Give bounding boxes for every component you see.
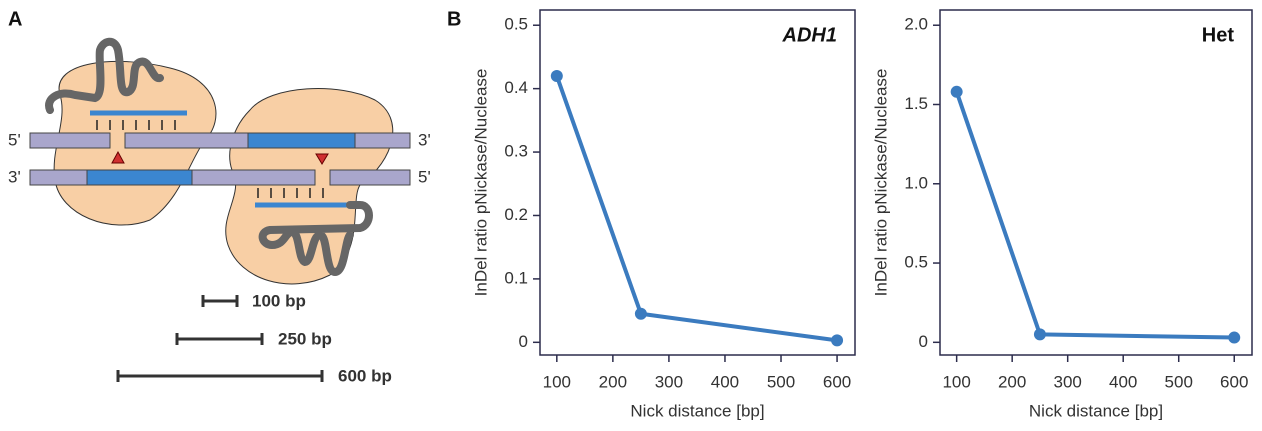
x-tick-label: 400	[1109, 372, 1137, 391]
guide-rna	[45, 37, 164, 114]
scale-bar	[175, 333, 264, 345]
plot-frame	[939, 9, 1253, 356]
chart-title: ADH1	[782, 24, 837, 46]
x-tick-label: 300	[1053, 372, 1081, 391]
data-point	[1033, 328, 1046, 341]
nick-site	[111, 150, 125, 164]
data-line	[954, 91, 1235, 340]
y-tick-label: 0	[519, 332, 528, 351]
y-tick-label: 1.0	[904, 173, 928, 192]
y-tick-label: 0.2	[504, 205, 528, 224]
x-tick-label: 100	[543, 372, 571, 391]
data-point	[634, 307, 647, 320]
y-tick-label: 1.5	[904, 94, 928, 113]
x-tick-label: 500	[767, 372, 795, 391]
y-axis-label: InDel ratio pNickase/Nuclease	[471, 69, 490, 297]
plot-frame	[539, 9, 856, 356]
x-tick-label: 200	[998, 372, 1026, 391]
panel-label: A	[8, 8, 22, 30]
x-tick-label: 200	[599, 372, 627, 391]
y-tick-label: 0.5	[504, 15, 528, 34]
y-tick-label: 0.5	[904, 253, 928, 272]
x-tick-label: 500	[1165, 372, 1193, 391]
scale-label: 250 bp	[278, 329, 332, 348]
y-tick-label: 0.3	[504, 142, 528, 161]
base-pairs	[96, 120, 176, 130]
x-tick-label: 100	[942, 372, 970, 391]
dna-strand	[329, 169, 411, 186]
data-line	[554, 75, 838, 343]
target-site	[247, 132, 356, 149]
strand-end: 3'	[8, 167, 21, 186]
data-point	[950, 85, 963, 98]
nick-site	[315, 153, 329, 165]
y-tick-label: 0.1	[504, 268, 528, 287]
y-tick-label: 0.4	[504, 78, 528, 97]
dna-strand	[29, 132, 111, 149]
x-axis-label: Nick distance [bp]	[630, 401, 764, 420]
guide-rna	[258, 201, 373, 277]
data-point	[550, 69, 563, 82]
scale-bar	[201, 295, 239, 307]
y-tick-label: 0	[919, 332, 928, 351]
strand-end: 5'	[8, 130, 21, 149]
x-tick-label: 600	[823, 372, 851, 391]
target-site	[86, 169, 193, 186]
data-point	[831, 334, 844, 347]
y-tick-label: 2.0	[904, 15, 928, 34]
x-axis-label: Nick distance [bp]	[1029, 401, 1163, 420]
base-pairs	[257, 188, 324, 198]
data-point	[1228, 331, 1241, 344]
strand-end: 3'	[418, 130, 431, 149]
scale-bar	[116, 370, 324, 382]
scale-label: 100 bp	[252, 291, 306, 310]
scale-label: 600 bp	[338, 366, 392, 385]
y-axis-label: InDel ratio pNickase/Nuclease	[871, 69, 890, 297]
x-tick-label: 600	[1220, 372, 1248, 391]
x-tick-label: 400	[711, 372, 739, 391]
panel-label: B	[447, 8, 461, 30]
x-tick-label: 300	[655, 372, 683, 391]
chart-title: Het	[1202, 24, 1235, 46]
diagram: A 5' 3' 3' 5' 100 bp 250 bp 600 bp	[8, 8, 431, 385]
strand-end: 5'	[418, 167, 431, 186]
